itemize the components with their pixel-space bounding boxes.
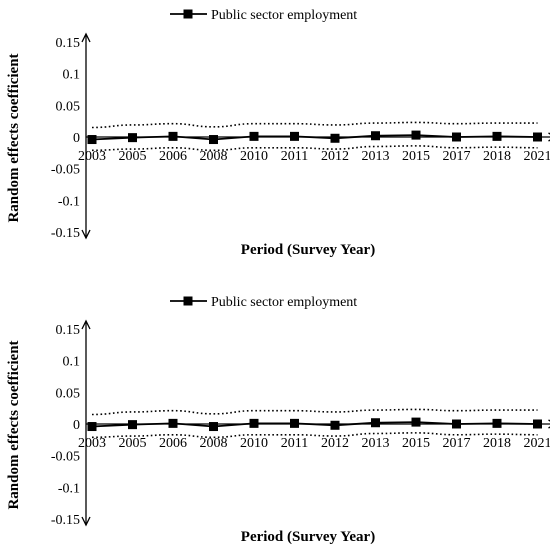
x-tick-label: 2015 bbox=[402, 436, 430, 451]
x-tick-label: 2017 bbox=[443, 436, 471, 451]
data-point-marker bbox=[88, 135, 97, 144]
y-tick-label: 0.05 bbox=[56, 386, 81, 401]
data-point-marker bbox=[533, 133, 542, 142]
data-point-marker bbox=[128, 133, 137, 142]
data-point-marker bbox=[290, 419, 299, 428]
y-tick-label: -0.1 bbox=[58, 481, 80, 496]
x-tick-label: 2003 bbox=[78, 436, 106, 451]
y-tick-label: 0.05 bbox=[56, 99, 81, 114]
data-point-marker bbox=[371, 131, 380, 140]
x-tick-label: 2010 bbox=[240, 149, 268, 164]
x-tick-label: 2005 bbox=[119, 149, 147, 164]
x-tick-label: 2012 bbox=[321, 149, 349, 164]
legend-marker-swatch bbox=[184, 297, 193, 306]
x-tick-label: 2012 bbox=[321, 436, 349, 451]
x-tick-label: 2021 bbox=[524, 149, 550, 164]
data-point-marker bbox=[331, 421, 340, 430]
data-point-marker bbox=[250, 419, 259, 428]
x-tick-label: 2021 bbox=[524, 436, 550, 451]
y-tick-label: 0.15 bbox=[56, 323, 81, 338]
chart-svg-top: 0.15 0.1 0.05 0 -0.05 -0.1 -0.15 2003 2005 2006 20… bbox=[0, 0, 550, 270]
data-point-marker bbox=[331, 134, 340, 143]
data-point-marker bbox=[493, 132, 502, 141]
data-point-marker bbox=[88, 422, 97, 431]
x-tick-label: 2010 bbox=[240, 436, 268, 451]
x-tick-label: 2006 bbox=[159, 149, 187, 164]
data-point-marker bbox=[169, 419, 178, 428]
legend-label: Public sector employment bbox=[211, 8, 357, 23]
data-point-marker bbox=[209, 422, 218, 431]
legend-label: Public sector employment bbox=[211, 295, 357, 310]
data-point-marker bbox=[371, 418, 380, 427]
data-point-marker bbox=[452, 420, 461, 429]
x-tick-label: 2008 bbox=[200, 149, 228, 164]
data-point-marker bbox=[290, 132, 299, 141]
data-point-marker bbox=[250, 132, 259, 141]
x-tick-label: 2018 bbox=[483, 436, 511, 451]
series-line-public-sector bbox=[92, 422, 538, 426]
x-tick-label: 2008 bbox=[200, 436, 228, 451]
data-point-marker bbox=[412, 131, 421, 140]
data-point-marker bbox=[493, 419, 502, 428]
y-tick-label: 0.1 bbox=[63, 355, 81, 370]
y-tick-label: -0.05 bbox=[51, 450, 80, 465]
ci-upper-dotted-line bbox=[92, 409, 538, 414]
y-axis-title: Random effects coefficient bbox=[6, 53, 22, 222]
y-tick-label: -0.15 bbox=[51, 513, 80, 528]
y-tick-label: -0.05 bbox=[51, 163, 80, 178]
data-point-marker bbox=[452, 133, 461, 142]
ci-upper-dotted-line bbox=[92, 122, 538, 127]
x-tick-label: 2018 bbox=[483, 149, 511, 164]
y-tick-label: 0 bbox=[73, 418, 80, 433]
legend-marker-swatch bbox=[184, 10, 193, 19]
chart-panel-bottom: 0.15 0.1 0.05 0 -0.05 -0.1 -0.15 2003 2005 2006 20… bbox=[0, 287, 550, 557]
x-tick-label: 2013 bbox=[362, 436, 390, 451]
data-point-marker bbox=[412, 418, 421, 427]
series-line-public-sector bbox=[92, 135, 538, 139]
data-point-marker bbox=[533, 420, 542, 429]
y-tick-label: -0.1 bbox=[58, 194, 80, 209]
x-tick-label: 2011 bbox=[281, 149, 308, 164]
x-tick-label: 2017 bbox=[443, 149, 471, 164]
y-tick-label: 0 bbox=[73, 131, 80, 146]
y-axis-title: Random effects coefficient bbox=[6, 340, 22, 509]
chart-svg-bottom: 0.15 0.1 0.05 0 -0.05 -0.1 -0.15 2003 2005 2006 20… bbox=[0, 287, 550, 557]
data-point-marker bbox=[169, 132, 178, 141]
x-tick-label: 2006 bbox=[159, 436, 187, 451]
y-tick-label: -0.15 bbox=[51, 226, 80, 241]
y-tick-label: 0.1 bbox=[63, 68, 81, 83]
data-point-marker bbox=[209, 135, 218, 144]
data-point-marker bbox=[128, 420, 137, 429]
x-tick-label: 2013 bbox=[362, 149, 390, 164]
x-tick-label: 2005 bbox=[119, 436, 147, 451]
x-axis-title: Period (Survey Year) bbox=[241, 242, 375, 258]
x-tick-label: 2003 bbox=[78, 149, 106, 164]
chart-panel-top: 0.15 0.1 0.05 0 -0.05 -0.1 -0.15 2003 2005 2006 20… bbox=[0, 0, 550, 270]
x-tick-label: 2015 bbox=[402, 149, 430, 164]
x-axis-title: Period (Survey Year) bbox=[241, 529, 375, 545]
y-tick-label: 0.15 bbox=[56, 36, 81, 51]
x-tick-label: 2011 bbox=[281, 436, 308, 451]
